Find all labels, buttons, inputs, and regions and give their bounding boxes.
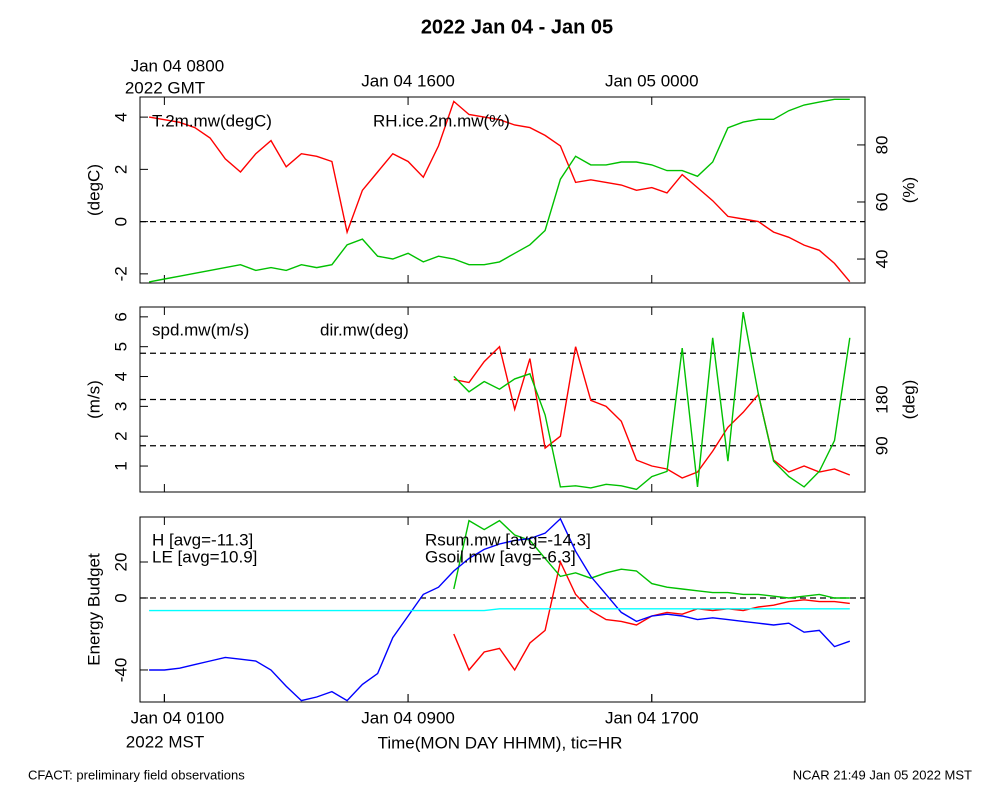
series-line (453, 345, 851, 479)
x2-tick-label: Jan 04 1600 (361, 71, 455, 90)
y-tick-label: 4 (111, 372, 130, 381)
y-axis-label: (degC) (84, 164, 103, 216)
y-tick-label: 2 (111, 431, 130, 440)
legend-label: LE [avg=10.9] (152, 547, 257, 566)
legend-label: H [avg=-11.3] (152, 530, 253, 549)
y-tick-label: 3 (111, 402, 130, 411)
y-tick-label: -40 (111, 658, 130, 683)
y2-axis-label: (%) (899, 177, 918, 203)
plot-frame (139, 96, 866, 284)
x-tick-label: Jan 04 1700 (605, 708, 699, 727)
series-line (148, 98, 850, 283)
y-tick-label: 4 (111, 112, 130, 121)
chart-title: 2022 Jan 04 - Jan 05 (421, 16, 613, 38)
legend-label: Rsum.mw [avg=-14.3] (425, 530, 591, 549)
legend-label: dir.mw(deg) (320, 320, 409, 339)
y2-tick-label: 180 (872, 385, 891, 413)
y2-tick-label: 40 (872, 250, 891, 269)
legend-label: Gsoil.mw [avg=-6.3] (425, 547, 576, 566)
footer-right: NCAR 21:49 Jan 05 2022 MST (793, 767, 972, 782)
x2-sublabel: 2022 GMT (125, 78, 205, 97)
legend-label: RH.ice.2m.mw(%) (373, 111, 510, 130)
y-tick-label: 5 (111, 342, 130, 351)
y-tick-label: -2 (111, 266, 130, 281)
y2-tick-label: 90 (872, 436, 891, 455)
legend-label: spd.mw(m/s) (152, 320, 249, 339)
x-tick-label: Jan 04 0900 (361, 708, 455, 727)
series-line (149, 608, 850, 612)
y-tick-label: 1 (111, 461, 130, 470)
y-tick-label: 0 (111, 593, 130, 602)
x-axis-label: Time(MON DAY HHMM), tic=HR (378, 733, 623, 752)
legend-label: T.2m.mw(degC) (152, 111, 272, 130)
series-line (453, 311, 851, 491)
y-axis-label: Energy Budget (84, 553, 103, 666)
y-tick-label: 2 (111, 165, 130, 174)
x-sublabel: 2022 MST (126, 732, 204, 751)
plot-frame (139, 516, 866, 703)
series-line (453, 519, 850, 599)
x2-tick-label: Jan 05 0000 (605, 71, 699, 90)
y2-tick-label: 80 (872, 135, 891, 154)
y2-axis-label: (deg) (899, 380, 918, 420)
x2-tick-label: Jan 04 0800 (131, 56, 225, 75)
y-tick-label: 20 (111, 553, 130, 572)
series-line (149, 517, 851, 702)
y-tick-label: 6 (111, 312, 130, 321)
y-axis-label: (m/s) (84, 380, 103, 419)
x-tick-label: Jan 04 0100 (131, 708, 225, 727)
footer-left: CFACT: preliminary field observations (28, 767, 245, 782)
y2-tick-label: 60 (872, 193, 891, 212)
y-tick-label: 0 (111, 217, 130, 226)
series-line (148, 100, 851, 283)
